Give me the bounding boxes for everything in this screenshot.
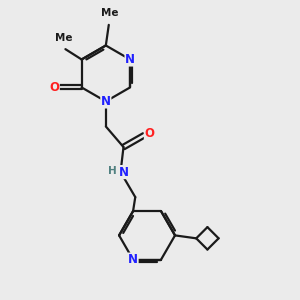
Text: O: O <box>144 127 154 140</box>
Text: Me: Me <box>101 8 119 18</box>
Text: O: O <box>49 81 59 94</box>
Text: Me: Me <box>55 33 73 43</box>
Text: N: N <box>125 53 135 66</box>
Text: N: N <box>119 166 129 178</box>
Text: N: N <box>101 95 111 108</box>
Text: H: H <box>108 166 117 176</box>
Text: N: N <box>128 253 138 266</box>
